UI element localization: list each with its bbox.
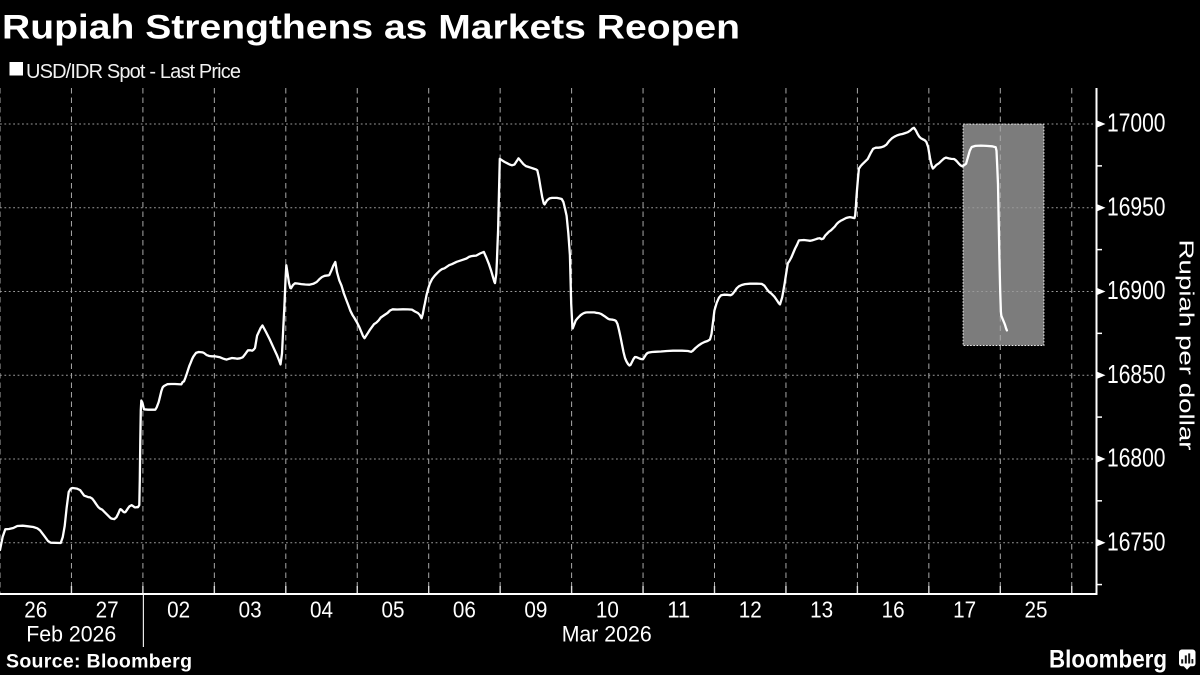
svg-text:Feb 2026: Feb 2026 bbox=[26, 622, 116, 647]
svg-text:17: 17 bbox=[953, 597, 976, 623]
svg-text:09: 09 bbox=[524, 597, 547, 623]
svg-text:26: 26 bbox=[24, 597, 47, 623]
svg-text:USD/IDR Spot - Last Price: USD/IDR Spot - Last Price bbox=[26, 61, 241, 83]
svg-text:17000: 17000 bbox=[1107, 110, 1166, 138]
svg-text:16800: 16800 bbox=[1107, 445, 1166, 473]
svg-text:16950: 16950 bbox=[1107, 193, 1166, 221]
svg-text:05: 05 bbox=[381, 597, 404, 623]
svg-text:13: 13 bbox=[810, 597, 833, 623]
svg-text:Bloomberg: Bloomberg bbox=[1049, 645, 1167, 673]
svg-text:11: 11 bbox=[667, 597, 690, 623]
svg-text:16900: 16900 bbox=[1107, 277, 1166, 305]
svg-text:16750: 16750 bbox=[1107, 528, 1166, 556]
svg-text:16: 16 bbox=[882, 597, 905, 623]
svg-text:10: 10 bbox=[596, 597, 619, 623]
svg-text:Rupiah Strengthens as Markets: Rupiah Strengthens as Markets Reopen bbox=[2, 9, 740, 47]
svg-text:02: 02 bbox=[167, 597, 190, 623]
svg-text:04: 04 bbox=[310, 597, 333, 623]
svg-text:Rupiah per dollar: Rupiah per dollar bbox=[1175, 240, 1198, 451]
svg-text:27: 27 bbox=[96, 597, 119, 623]
svg-text:12: 12 bbox=[739, 597, 762, 623]
svg-text:25: 25 bbox=[1025, 597, 1048, 623]
svg-text:16850: 16850 bbox=[1107, 361, 1166, 389]
svg-text:Mar 2026: Mar 2026 bbox=[562, 622, 652, 647]
svg-text:06: 06 bbox=[453, 597, 476, 623]
svg-text:03: 03 bbox=[239, 597, 262, 623]
svg-text:Source: Bloomberg: Source: Bloomberg bbox=[6, 651, 192, 673]
